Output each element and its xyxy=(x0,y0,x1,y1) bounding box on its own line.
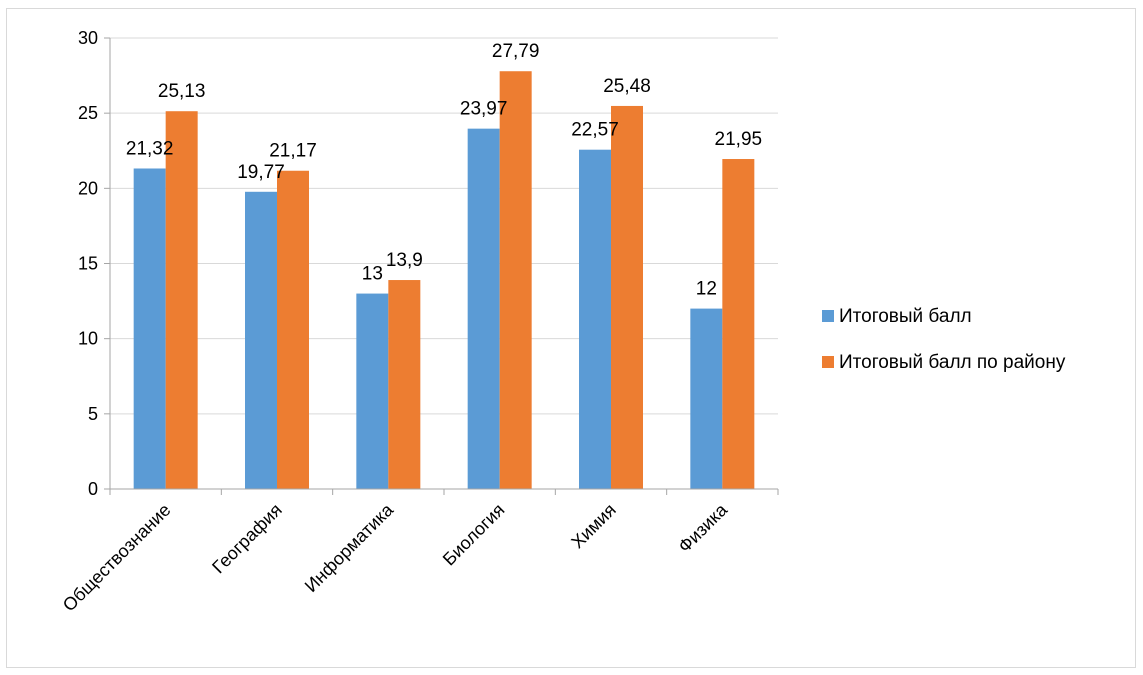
data-label: 25,48 xyxy=(603,76,651,97)
legend: Итоговый балл Итоговый балл по району xyxy=(822,306,1066,373)
data-label: 13 xyxy=(362,264,383,285)
bar-itogovyi-ball xyxy=(245,191,277,489)
y-tick-label: 15 xyxy=(78,254,98,274)
y-tick-label: 10 xyxy=(78,329,98,349)
bars xyxy=(133,71,755,490)
data-label: 21,32 xyxy=(126,138,174,159)
x-tick-label: География xyxy=(208,500,286,578)
x-tick-label: Биология xyxy=(439,500,509,570)
bar-itogovyi-ball xyxy=(690,308,723,489)
legend-label: Итоговый балл xyxy=(839,306,972,327)
data-label: 21,95 xyxy=(715,129,763,150)
y-tick-label: 5 xyxy=(88,404,98,424)
y-tick-label: 25 xyxy=(78,103,98,123)
bar-itogovyi-ball-po-raionu xyxy=(388,280,421,489)
y-tick-label: 0 xyxy=(88,479,98,499)
bar-itogovyi-ball xyxy=(579,149,611,489)
bar-itogovyi-ball-po-raionu xyxy=(499,71,532,489)
x-tick-label: Физика xyxy=(674,499,732,557)
y-axis-ticks: 0 5 10 15 20 25 30 xyxy=(78,28,110,499)
legend-swatch xyxy=(822,310,834,322)
axes xyxy=(109,38,779,495)
data-label: 23,97 xyxy=(460,99,508,120)
data-label: 25,13 xyxy=(158,81,206,102)
y-tick-label: 30 xyxy=(78,28,98,48)
legend-swatch xyxy=(822,356,834,368)
x-tick-label: Информатика xyxy=(301,499,398,596)
x-tick-label: Химия xyxy=(567,500,620,553)
data-label: 12 xyxy=(696,279,717,300)
bar-itogovyi-ball-po-raionu xyxy=(165,111,198,489)
bar-itogovyi-ball-po-raionu xyxy=(277,170,309,490)
y-tick-label: 20 xyxy=(78,178,98,198)
data-label: 22,57 xyxy=(571,120,619,141)
bar-itogovyi-ball xyxy=(467,128,500,489)
x-axis-labels: Обществознание География Информатика Биолог… xyxy=(59,499,732,615)
data-label: 21,17 xyxy=(269,141,317,162)
bar-itogovyi-ball-po-raionu xyxy=(611,105,643,489)
gridlines xyxy=(110,37,778,415)
bar-itogovyi-ball-po-raionu xyxy=(722,159,755,490)
data-label: 13,9 xyxy=(386,250,423,271)
legend-label: Итоговый балл по району xyxy=(839,352,1066,373)
data-label: 27,79 xyxy=(492,41,540,62)
bar-itogovyi-ball xyxy=(356,293,389,489)
bar-itogovyi-ball xyxy=(133,168,166,490)
x-tick-label: Обществознание xyxy=(59,500,175,616)
data-label: 19,77 xyxy=(237,162,285,183)
